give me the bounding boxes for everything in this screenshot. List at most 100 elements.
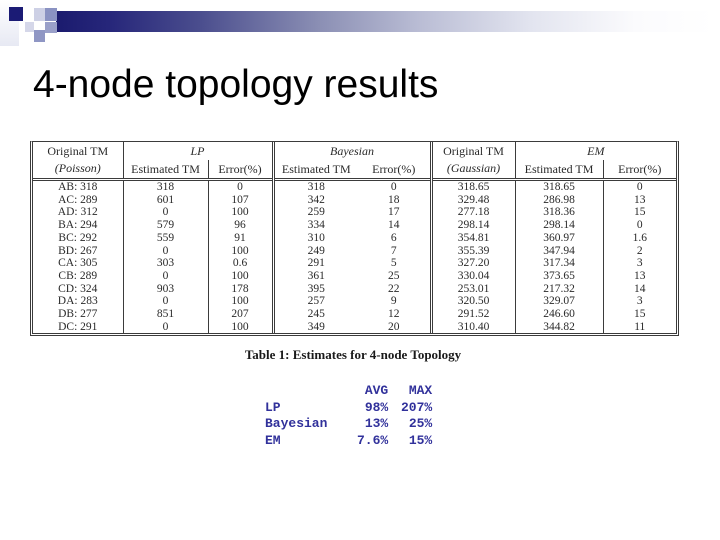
summary-header-avg: AVG bbox=[364, 383, 389, 398]
pixel-square-navy bbox=[9, 7, 23, 21]
table-cell: 342 bbox=[307, 193, 325, 206]
table-row: DA: 283 0 100 257 9 320.50 329.07 3 bbox=[33, 295, 676, 309]
table-cell: DC: 291 bbox=[33, 320, 124, 334]
table-cell: 253.01 bbox=[431, 282, 516, 296]
col-header-em-error: Error(%) bbox=[618, 162, 662, 176]
header-gradient-bar bbox=[56, 11, 714, 32]
summary-row: Bayesian 13% 25% bbox=[265, 416, 432, 433]
table-cell: 14 bbox=[634, 282, 646, 295]
table-cell: 559 bbox=[123, 231, 209, 245]
table-cell: 1.6 bbox=[632, 231, 647, 244]
table-cell: 11 bbox=[634, 320, 646, 333]
table-cell: 310.40 bbox=[431, 320, 516, 334]
summary-label: EM bbox=[265, 432, 281, 448]
table-cell: AD: 312 bbox=[33, 206, 124, 220]
table-cell: 96 bbox=[208, 219, 275, 232]
table-row: CA: 305 303 0.6 291 5 327.20 317.34 3 bbox=[33, 257, 676, 270]
pixel-square-light-b bbox=[25, 22, 34, 32]
results-table-wrapper: Original TM (Poisson) LP Bayesian Origin… bbox=[30, 141, 680, 337]
table-cell: 6 bbox=[358, 231, 433, 245]
table-cell: 0 bbox=[123, 206, 209, 220]
summary-row: EM 7.6% 15% bbox=[265, 433, 432, 450]
summary-row: LP 98% 207% bbox=[265, 400, 432, 417]
table-cell: 13 bbox=[634, 193, 646, 206]
table-row: BA: 294 579 96 334 14 298.14 298.14 0 bbox=[33, 219, 676, 232]
table-cell: 0.6 bbox=[208, 257, 275, 270]
table-cell: 100 bbox=[208, 269, 275, 283]
summary-avg: 98% bbox=[364, 399, 389, 415]
table-cell: 246.60 bbox=[515, 308, 604, 321]
table-cell: CA: 305 bbox=[33, 257, 124, 270]
table-cell: 395 bbox=[307, 282, 325, 295]
table-cell: 349 bbox=[307, 320, 325, 333]
table-cell: BD: 267 bbox=[33, 244, 124, 258]
table-row: CB: 289 0 100 361 25 330.04 373.65 13 bbox=[33, 269, 676, 283]
table-cell: 7 bbox=[358, 244, 433, 258]
table-cell: 317.34 bbox=[515, 257, 604, 270]
col-header-em-estimated: Estimated TM bbox=[515, 160, 604, 180]
table-cell: 100 bbox=[208, 244, 275, 258]
table-cell: 245 bbox=[307, 308, 325, 321]
summary-avg: 13% bbox=[364, 416, 389, 431]
table-cell: 207 bbox=[208, 308, 275, 321]
summary-header-row: AVG MAX bbox=[265, 383, 432, 400]
table-cell: 354.81 bbox=[431, 231, 516, 245]
col-header-original-poisson: Original TM (Poisson) bbox=[33, 142, 124, 180]
original-tm-label: Original TM bbox=[47, 144, 109, 158]
pixel-square-mid-a bbox=[45, 8, 57, 21]
summary-header-spacer bbox=[265, 383, 357, 400]
table-row: BD: 267 0 100 249 7 355.39 347.94 2 bbox=[33, 244, 676, 258]
table-cell: 107 bbox=[208, 193, 275, 207]
table-cell: 355.39 bbox=[431, 244, 516, 258]
table-cell: 360.97 bbox=[515, 231, 604, 245]
group-header-bayesian: Bayesian bbox=[273, 142, 433, 160]
results-table-body: AB: 318 318 0 318 0 318.65 318.65 0 AC: 289 601 10… bbox=[33, 179, 676, 334]
table-cell: 329.07 bbox=[515, 295, 604, 309]
table-cell: 344.82 bbox=[515, 320, 604, 334]
table-cell: 303 bbox=[123, 257, 209, 270]
summary-label: LP bbox=[265, 399, 281, 415]
table-cell: 217.32 bbox=[515, 282, 604, 296]
table-cell: 100 bbox=[208, 320, 275, 334]
table-cell: 334 bbox=[307, 219, 325, 232]
table-row: AB: 318 318 0 318 0 318.65 318.65 0 bbox=[33, 179, 676, 194]
col-header-lp-error: Error(%) bbox=[208, 160, 275, 180]
summary-max: 25% bbox=[408, 416, 433, 431]
table-cell: 25 bbox=[358, 269, 433, 283]
table-cell: 320.50 bbox=[431, 295, 516, 309]
table-cell: 5 bbox=[358, 257, 433, 270]
table-cell: 259 bbox=[307, 206, 325, 219]
table-cell: 249 bbox=[307, 244, 325, 257]
table-cell: 2 bbox=[636, 244, 643, 257]
table-cell: CD: 324 bbox=[33, 282, 124, 296]
table-cell: 291 bbox=[307, 257, 325, 270]
table-cell: 0 bbox=[123, 269, 209, 283]
summary-header-max: MAX bbox=[408, 383, 433, 398]
col-header-bayesian-estimated: Estimated TM bbox=[281, 162, 351, 176]
table-cell: 100 bbox=[208, 295, 275, 309]
table-cell: 0 bbox=[123, 320, 209, 334]
table-row: AD: 312 0 100 259 17 277.18 318.36 15 bbox=[33, 206, 676, 220]
col-header-lp-estimated: Estimated TM bbox=[123, 160, 209, 180]
table-cell: AB: 318 bbox=[33, 179, 124, 194]
table-cell: 298.14 bbox=[431, 219, 516, 232]
table-cell: BC: 292 bbox=[33, 231, 124, 245]
header-row-subcols: Estimated TM Error(%) Estimated TM Error… bbox=[33, 160, 676, 180]
table-cell: 286.98 bbox=[515, 193, 604, 207]
table-cell: 291.52 bbox=[431, 308, 516, 321]
pixel-square-purple bbox=[34, 30, 45, 42]
table-cell: 310 bbox=[307, 231, 325, 244]
table-cell: 601 bbox=[123, 193, 209, 207]
table-row: AC: 289 601 107 342 18 329.48 286.98 13 bbox=[33, 193, 676, 207]
table-cell: 0 bbox=[636, 181, 643, 193]
table-cell: 851 bbox=[123, 308, 209, 321]
original-tm-label: Original TM bbox=[443, 144, 504, 158]
table-cell: AC: 289 bbox=[33, 193, 124, 207]
table-cell: 178 bbox=[208, 282, 275, 296]
table-cell: 277.18 bbox=[431, 206, 516, 220]
table-cell: BA: 294 bbox=[33, 219, 124, 232]
table-cell: 318 bbox=[123, 179, 209, 194]
summary-label: Bayesian bbox=[265, 416, 328, 431]
table-cell: 15 bbox=[634, 308, 646, 321]
table-cell: 318.65 bbox=[515, 179, 604, 194]
